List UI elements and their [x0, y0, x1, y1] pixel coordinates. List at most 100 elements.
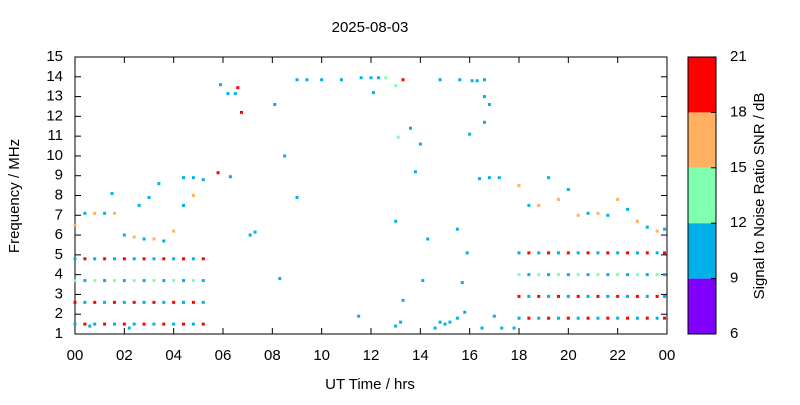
snr-point — [371, 91, 375, 95]
snr-point — [626, 294, 630, 298]
snr-point — [586, 211, 590, 215]
snr-point — [191, 194, 195, 197]
snr-point — [537, 316, 541, 320]
snr-point — [172, 257, 176, 261]
x-tick-label: 06 — [215, 347, 232, 364]
snr-point — [112, 279, 116, 283]
y-tick-label: 1 — [55, 325, 63, 342]
snr-point — [596, 294, 600, 298]
snr-point — [132, 300, 136, 304]
snr-point — [172, 300, 176, 304]
y-tick-label: 6 — [55, 226, 63, 243]
snr-point — [547, 251, 551, 255]
snr-point — [655, 316, 659, 320]
snr-point — [606, 316, 610, 320]
snr-point — [93, 257, 97, 261]
snr-point — [172, 279, 176, 283]
snr-point — [482, 95, 486, 99]
snr-point — [253, 230, 257, 234]
snr-point — [547, 294, 551, 298]
x-tick-label: 20 — [560, 347, 577, 364]
snr-point — [112, 322, 116, 326]
snr-point — [283, 154, 287, 158]
snr-point — [248, 233, 252, 237]
snr-point — [233, 92, 237, 96]
snr-point — [635, 273, 639, 277]
snr-point — [191, 257, 195, 261]
snr-point — [182, 322, 186, 326]
snr-point — [576, 316, 580, 320]
snr-point — [626, 251, 630, 255]
snr-point — [616, 197, 620, 201]
snr-point — [663, 227, 667, 231]
snr-point — [448, 320, 452, 324]
snr-point — [663, 294, 667, 298]
snr-point — [517, 184, 521, 188]
snr-point — [596, 211, 600, 215]
snr-point — [103, 322, 107, 326]
snr-point — [606, 294, 610, 298]
snr-point — [122, 257, 126, 261]
snr-point — [576, 294, 580, 298]
snr-point — [458, 78, 462, 82]
snr-point — [110, 192, 114, 196]
snr-point — [645, 316, 649, 320]
snr-point — [547, 316, 551, 320]
snr-point — [219, 83, 223, 87]
snr-point — [103, 211, 107, 215]
snr-point — [547, 273, 551, 277]
snr-point — [470, 79, 474, 83]
snr-point — [182, 176, 186, 180]
snr-point — [122, 233, 126, 237]
snr-point — [566, 188, 570, 192]
snr-point — [426, 237, 430, 241]
y-tick-label: 2 — [55, 305, 63, 322]
snr-point — [88, 324, 92, 328]
snr-point — [142, 300, 146, 304]
snr-point — [635, 219, 639, 223]
snr-point — [443, 322, 447, 326]
colorbar-tick-label: 18 — [730, 103, 747, 120]
snr-point — [576, 273, 580, 277]
snr-point — [394, 219, 398, 223]
colorbar-tick-label: 12 — [730, 214, 747, 231]
snr-point — [228, 175, 232, 179]
y-tick-label: 15 — [46, 48, 63, 65]
snr-point — [566, 273, 570, 277]
y-tick-label: 14 — [46, 68, 63, 85]
snr-point — [455, 316, 459, 320]
snr-point — [162, 322, 166, 326]
snr-point — [73, 300, 77, 304]
snr-point — [460, 281, 464, 285]
snr-point — [216, 171, 220, 175]
snr-point — [492, 314, 496, 318]
y-axis-label: Frequency / MHz — [6, 139, 23, 253]
plot-frame — [74, 56, 668, 335]
snr-point — [438, 320, 442, 324]
snr-point — [527, 273, 531, 277]
snr-point — [191, 300, 195, 304]
x-tick-label: 12 — [363, 347, 380, 364]
x-tick-label: 22 — [609, 347, 626, 364]
snr-point — [399, 320, 403, 324]
snr-point — [132, 257, 136, 261]
snr-point — [487, 102, 491, 106]
snr-point — [401, 78, 405, 82]
snr-point — [645, 294, 649, 298]
snr-point — [112, 257, 116, 261]
colorbar-tick-label: 21 — [730, 48, 747, 65]
snr-point — [463, 310, 467, 314]
snr-point — [93, 211, 97, 215]
snr-point — [357, 314, 361, 318]
snr-point — [527, 294, 531, 298]
snr-point — [663, 316, 667, 320]
snr-point — [93, 279, 97, 283]
snr-point — [172, 229, 176, 233]
snr-point — [394, 324, 398, 328]
snr-point — [606, 273, 610, 277]
snr-point — [320, 78, 324, 82]
snr-point — [566, 251, 570, 255]
colorbar-band — [688, 223, 716, 279]
colorbar-band — [688, 57, 716, 113]
snr-point — [475, 79, 479, 83]
